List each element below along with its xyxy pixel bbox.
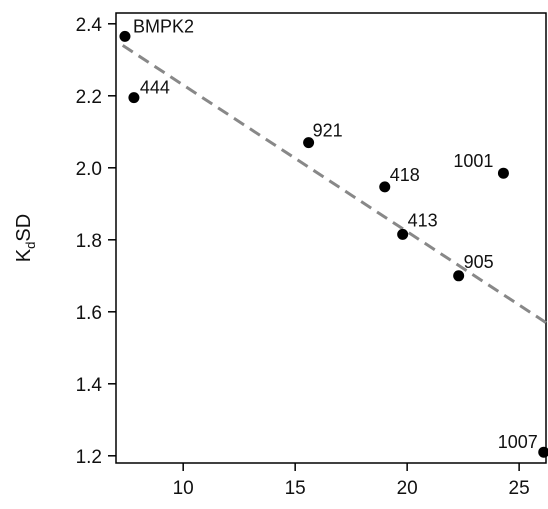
y-tick-label: 1.2 [76, 447, 102, 468]
point-labels: BMPK2 444 921 418 1001 413 905 1007 [133, 16, 538, 452]
point-label: 905 [464, 252, 494, 272]
data-point [303, 137, 315, 149]
data-point [119, 30, 131, 42]
point-label: 1007 [498, 432, 538, 452]
data-point [453, 270, 465, 282]
data-point [497, 167, 509, 179]
point-label: 413 [408, 210, 438, 230]
y-tick-label: 2.4 [76, 15, 103, 36]
y-axis: 1.2 1.4 1.6 1.8 2.0 2.2 2.4 [76, 15, 116, 468]
y-axis-title-subscript: d [23, 242, 38, 249]
y-tick-label: 1.6 [76, 303, 102, 324]
data-point [397, 228, 409, 240]
data-point [538, 446, 548, 458]
y-tick-label: 1.8 [76, 231, 102, 252]
y-tick-label: 2.0 [76, 159, 102, 180]
x-tick-label: 10 [173, 478, 194, 499]
y-axis-title-main: K [13, 248, 35, 262]
x-axis: 10 15 20 25 [173, 463, 530, 499]
point-label: BMPK2 [133, 16, 194, 36]
y-tick-label: 2.2 [76, 87, 102, 108]
point-label: 444 [140, 78, 170, 98]
y-axis-title-suffix: SD [13, 214, 35, 242]
trend-line [121, 44, 547, 324]
data-point [379, 181, 391, 193]
x-tick-label: 25 [509, 478, 530, 499]
x-tick-label: 20 [397, 478, 418, 499]
x-tick-label: 15 [285, 478, 306, 499]
y-axis-title: KdSD [13, 214, 38, 262]
data-points [119, 30, 548, 458]
point-label: 418 [390, 165, 420, 185]
point-label: 921 [313, 121, 343, 141]
plot-frame [115, 12, 547, 464]
point-label: 1001 [453, 151, 493, 171]
y-tick-label: 1.4 [76, 375, 103, 396]
data-point [128, 92, 140, 104]
